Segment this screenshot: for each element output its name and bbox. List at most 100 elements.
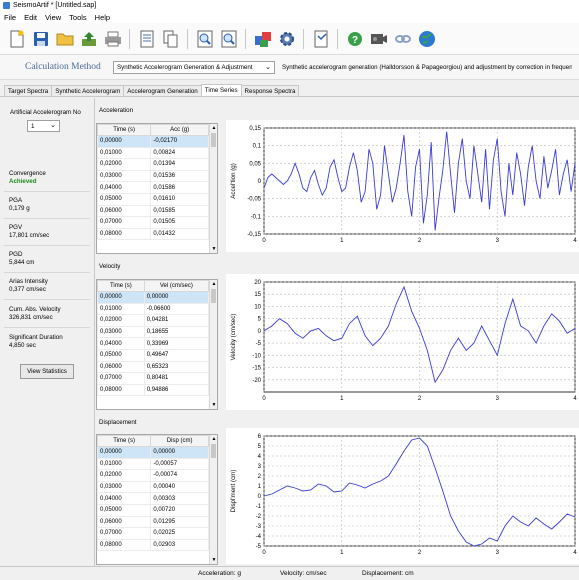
zoom-in-icon[interactable] (194, 28, 215, 49)
y-tick-label: -0,15 (247, 232, 261, 238)
vertical-scrollbar[interactable]: ▲ ▼ (209, 435, 217, 564)
save-icon[interactable] (30, 28, 51, 49)
globe-icon[interactable] (416, 28, 437, 49)
table-row[interactable]: 0,05000 0,01610 (97, 192, 209, 206)
zoom-out-icon[interactable] (218, 28, 239, 49)
series-line (263, 285, 576, 384)
table-cell: 0,01295 (150, 515, 209, 529)
menu-file[interactable]: File (4, 12, 17, 22)
menu-view[interactable]: View (45, 12, 62, 22)
help-icon[interactable]: ? (344, 28, 365, 49)
tab-response-spectra[interactable]: Response Spectra (240, 85, 300, 96)
table-row[interactable]: 0,05000 0,00720 (97, 503, 209, 517)
table-row[interactable]: 0,01000 0,00824 (97, 146, 209, 160)
arias-intensity-value: 0,377 cm/sec (9, 286, 46, 293)
divider (4, 299, 90, 300)
table-row[interactable]: 0,00000 0,00000 (97, 446, 209, 459)
menu-edit[interactable]: Edit (24, 12, 38, 22)
pgd-value: 5,844 cm (9, 259, 35, 266)
divider (4, 245, 90, 246)
acceleration-section: Acceleration Time (s) Acc (g) 0,00000 -0,0… (96, 98, 579, 256)
acceleration-table[interactable]: Time (s) Acc (g) 0,00000 -0,02170 0,01000 0… (96, 123, 218, 254)
settings-icon[interactable] (276, 28, 297, 49)
scroll-up-icon[interactable]: ▲ (211, 436, 217, 442)
open-folder-icon[interactable] (54, 28, 75, 49)
table-row[interactable]: 0,03000 0,18655 (97, 325, 210, 339)
new-file-icon[interactable] (6, 28, 27, 49)
menu-help[interactable]: Help (94, 12, 111, 22)
divider (4, 191, 90, 192)
table-row[interactable]: 0,04000 0,33969 (97, 337, 210, 350)
scroll-thumb[interactable] (211, 289, 216, 303)
column-header[interactable]: Vel (cm/sec) (143, 280, 210, 292)
table-row[interactable]: 0,07000 0,01505 (97, 216, 209, 229)
tab-target-spectra[interactable]: Target Spectra (4, 85, 53, 96)
table-row[interactable]: 0,06000 0,01585 (97, 204, 209, 218)
table-row[interactable]: 0,04000 0,01586 (97, 181, 209, 194)
table-cell: 0,06000 (97, 360, 145, 374)
y-tick-label: -0,1 (251, 214, 262, 220)
video-icon[interactable] (368, 28, 389, 49)
column-header[interactable]: Time (s) (97, 124, 152, 136)
scroll-up-icon[interactable]: ▲ (211, 281, 217, 287)
tab-synthetic-accelerogram[interactable]: Synthetic Accelerogram (51, 85, 125, 96)
table-row[interactable]: 0,01000 -0,06600 (97, 302, 210, 316)
vertical-scrollbar[interactable]: ▲ ▼ (209, 124, 217, 253)
print-icon[interactable] (102, 28, 123, 49)
velocity-table[interactable]: Time (s) Vel (cm/sec) 0,00000 0,00000 0,01… (96, 279, 218, 410)
acceleration-chart-svg: 0 1 2 3 4 0,15 0,1 0,05 0 -0,05 -0,1 -0,15 Accel'tio… (230, 126, 577, 244)
copy-icon[interactable] (160, 28, 181, 49)
view-statistics-button[interactable]: View Statistics (20, 364, 74, 379)
scroll-thumb[interactable] (211, 133, 216, 147)
vertical-scrollbar[interactable]: ▲ ▼ (209, 280, 217, 409)
table-row[interactable]: 0,06000 0,65323 (97, 360, 210, 374)
pgd-label: PGD (9, 251, 23, 258)
table-row[interactable]: 0,01000 -0,00057 (97, 457, 209, 471)
x-tick-label: 0 (262, 396, 266, 402)
table-row[interactable]: 0,02000 0,04281 (97, 314, 210, 327)
table-row[interactable]: 0,02000 0,01394 (97, 158, 209, 171)
analysis-icon[interactable] (252, 28, 273, 49)
column-header[interactable]: Time (s) (97, 280, 145, 292)
scroll-up-icon[interactable]: ▲ (211, 125, 217, 131)
pgv-stat: PGV 17,801 cm/sec (9, 224, 49, 240)
calculation-method-select[interactable]: Synthetic Accelerogram Generation & Adju… (113, 60, 275, 74)
table-row[interactable]: 0,08000 0,94886 (97, 383, 210, 397)
table-row[interactable]: 0,00000 -0,02170 (97, 135, 209, 148)
scroll-down-icon[interactable]: ▼ (211, 557, 217, 563)
table-cell: -0,06600 (143, 302, 210, 316)
table-row[interactable]: 0,07000 0,02025 (97, 527, 209, 540)
acceleration-table-body: Time (s) Acc (g) 0,00000 -0,02170 0,01000 0… (97, 124, 209, 241)
menu-tools[interactable]: Tools (69, 12, 87, 22)
scroll-down-icon[interactable]: ▼ (211, 246, 217, 252)
export-icon[interactable] (78, 28, 99, 49)
report-icon[interactable] (136, 28, 157, 49)
table-cell: 0,06000 (97, 515, 152, 529)
table-cell: 0,01610 (150, 192, 209, 206)
accelerogram-no-select[interactable]: 1 ⌄ (27, 120, 60, 132)
table-cell: 0,01000 (97, 302, 145, 316)
table-cell: 0,08000 (97, 227, 152, 241)
table-row[interactable]: 0,05000 0,49647 (97, 348, 210, 362)
column-header[interactable]: Disp (cm) (150, 435, 209, 447)
table-row[interactable]: 0,08000 0,01432 (97, 227, 209, 241)
scroll-thumb[interactable] (211, 444, 216, 458)
table-row[interactable]: 0,03000 0,01536 (97, 169, 209, 183)
table-row[interactable]: 0,07000 0,80481 (97, 372, 210, 385)
table-row[interactable]: 0,04000 0,00303 (97, 492, 209, 505)
table-row[interactable]: 0,03000 0,00040 (97, 480, 209, 494)
column-header[interactable]: Acc (g) (150, 124, 209, 136)
column-header[interactable]: Time (s) (97, 435, 152, 447)
table-row[interactable]: 0,06000 0,01295 (97, 515, 209, 529)
x-tick-label: 4 (573, 550, 577, 556)
accelerogram-no-label: Artificial Accelerogram No (10, 109, 81, 116)
document-icon[interactable] (310, 28, 331, 49)
table-row[interactable]: 0,02000 -0,00074 (97, 469, 209, 482)
tab-time-series[interactable]: Time Series (200, 84, 242, 96)
tab-accelerogram-generation[interactable]: Accelerogram Generation (123, 85, 202, 96)
displacement-table[interactable]: Time (s) Disp (cm) 0,00000 0,00000 0,01000… (96, 434, 218, 565)
link-icon[interactable] (392, 28, 413, 49)
table-row[interactable]: 0,00000 0,00000 (97, 291, 210, 304)
table-row[interactable]: 0,08000 0,02903 (97, 538, 209, 552)
scroll-down-icon[interactable]: ▼ (211, 402, 217, 408)
